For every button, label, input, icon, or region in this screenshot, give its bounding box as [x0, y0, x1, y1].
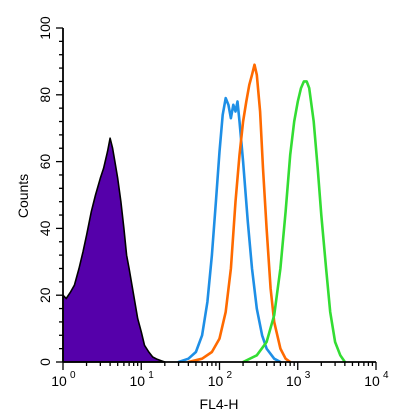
- y-axis-title: Counts: [15, 174, 31, 218]
- x-tick-label: 10: [364, 373, 380, 389]
- plot-area: [62, 63, 347, 364]
- y-tick-label: 40: [37, 220, 53, 236]
- x-tick-label: 10: [51, 373, 67, 389]
- x-tick-exponent: 0: [70, 370, 76, 381]
- x-tick-exponent: 1: [148, 370, 154, 381]
- series-0-filled-histogram: [62, 137, 166, 363]
- series-3-histogram-line: [241, 80, 347, 364]
- x-tick-exponent: 2: [227, 370, 233, 381]
- x-tick-exponent: 4: [383, 370, 389, 381]
- x-tick-label: 10: [129, 373, 145, 389]
- series-2-histogram-line: [187, 63, 292, 364]
- y-tick-label: 0: [37, 358, 53, 366]
- y-tick-label: 100: [37, 16, 53, 40]
- series-1-histogram-line: [177, 96, 282, 364]
- x-tick-label: 10: [286, 373, 302, 389]
- x-tick-label: 10: [208, 373, 224, 389]
- y-tick-label: 60: [37, 154, 53, 170]
- x-axis-title: FL4-H: [200, 396, 239, 412]
- y-tick-label: 80: [37, 87, 53, 103]
- y-tick-label: 20: [37, 287, 53, 303]
- x-tick-exponent: 3: [305, 370, 311, 381]
